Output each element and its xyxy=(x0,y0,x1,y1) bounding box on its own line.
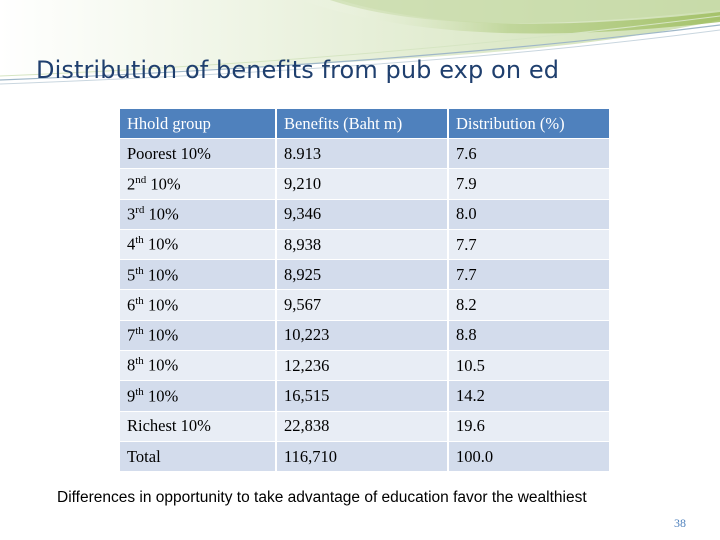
cell-benefits: 8,925 xyxy=(277,260,449,291)
table-row: 5th 10% 8,925 7.7 xyxy=(120,260,611,291)
page-number: 38 xyxy=(674,516,686,530)
table-row: 9th 10% 16,515 14.2 xyxy=(120,381,611,412)
cell-distribution: 7.6 xyxy=(449,139,611,170)
table-row: 7th 10% 10,223 8.8 xyxy=(120,320,611,352)
table-row: Total 116,710 100.0 xyxy=(120,441,611,473)
cell-hhold-group: 2nd 10% xyxy=(120,169,277,200)
cell-distribution: 100.0 xyxy=(449,441,611,473)
column-header-hhold-group: Hhold group xyxy=(120,109,277,139)
table-row: Richest 10% 22,838 19.6 xyxy=(120,411,611,442)
table-row: Poorest 10% 8.913 7.6 xyxy=(120,139,611,170)
table-row: 8th 10% 12,236 10.5 xyxy=(120,351,611,382)
cell-hhold-group: Richest 10% xyxy=(120,411,277,442)
cell-hhold-group: 6th 10% xyxy=(120,290,277,321)
table-row: 2nd 10% 9,210 7.9 xyxy=(120,169,611,200)
column-header-distribution: Distribution (%) xyxy=(449,109,611,139)
table-header-row: Hhold group Benefits (Baht m) Distributi… xyxy=(120,109,611,139)
cell-benefits: 12,236 xyxy=(277,351,449,382)
cell-benefits: 9,346 xyxy=(277,199,449,230)
slide-caption: Differences in opportunity to take advan… xyxy=(57,489,587,506)
cell-hhold-group: 4th 10% xyxy=(120,229,277,261)
cell-distribution: 7.9 xyxy=(449,169,611,200)
cell-hhold-group: 8th 10% xyxy=(120,351,277,382)
cell-distribution: 8.8 xyxy=(449,320,611,352)
cell-hhold-group: 9th 10% xyxy=(120,381,277,412)
cell-benefits: 22,838 xyxy=(277,411,449,442)
cell-distribution: 8.2 xyxy=(449,290,611,321)
cell-benefits: 8,938 xyxy=(277,229,449,261)
cell-hhold-group: Total xyxy=(120,441,277,473)
decorative-banner xyxy=(0,0,720,85)
table-row: 3rd 10% 9,346 8.0 xyxy=(120,199,611,230)
cell-hhold-group: Poorest 10% xyxy=(120,139,277,170)
table-row: 4th 10% 8,938 7.7 xyxy=(120,229,611,261)
cell-distribution: 7.7 xyxy=(449,260,611,291)
cell-distribution: 8.0 xyxy=(449,199,611,230)
cell-benefits: 116,710 xyxy=(277,441,449,473)
cell-distribution: 14.2 xyxy=(449,381,611,412)
table-body: Poorest 10% 8.913 7.6 2nd 10% 9,210 7.9 3rd 10… xyxy=(120,139,611,473)
cell-benefits: 16,515 xyxy=(277,381,449,412)
cell-hhold-group: 7th 10% xyxy=(120,320,277,352)
slide-title: Distribution of benefits from pub exp on… xyxy=(36,56,560,84)
cell-benefits: 10,223 xyxy=(277,320,449,352)
column-header-benefits: Benefits (Baht m) xyxy=(277,109,449,139)
cell-benefits: 9,567 xyxy=(277,290,449,321)
cell-benefits: 8.913 xyxy=(277,139,449,170)
cell-distribution: 19.6 xyxy=(449,411,611,442)
cell-benefits: 9,210 xyxy=(277,169,449,200)
cell-hhold-group: 5th 10% xyxy=(120,260,277,291)
cell-distribution: 7.7 xyxy=(449,229,611,261)
table-row: 6th 10% 9,567 8.2 xyxy=(120,290,611,321)
cell-hhold-group: 3rd 10% xyxy=(120,199,277,230)
cell-distribution: 10.5 xyxy=(449,351,611,382)
benefits-distribution-table: Hhold group Benefits (Baht m) Distributi… xyxy=(120,109,611,473)
